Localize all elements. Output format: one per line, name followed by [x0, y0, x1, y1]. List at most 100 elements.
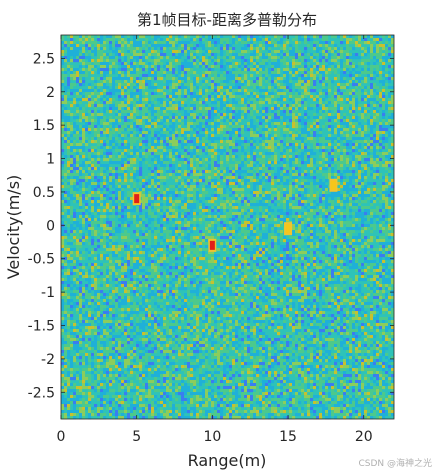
- heatmap-cell: [295, 77, 299, 81]
- heatmap-cell: [214, 62, 218, 66]
- heatmap-cell: [178, 170, 182, 174]
- heatmap-cell: [73, 215, 77, 219]
- heatmap-cell: [100, 182, 104, 186]
- heatmap-cell: [391, 149, 395, 153]
- heatmap-cell: [271, 176, 275, 180]
- heatmap-cell: [313, 83, 317, 87]
- heatmap-cell: [307, 146, 311, 150]
- heatmap-cell: [274, 68, 278, 72]
- heatmap-cell: [343, 137, 347, 141]
- heatmap-cell: [376, 86, 380, 90]
- heatmap-cell: [238, 113, 242, 117]
- heatmap-cell: [325, 146, 329, 150]
- heatmap-cell: [217, 77, 221, 81]
- heatmap-cell: [190, 158, 194, 162]
- heatmap-cell: [79, 71, 83, 75]
- heatmap-cell: [199, 101, 203, 105]
- heatmap-cell: [124, 59, 128, 63]
- heatmap-cell: [67, 92, 71, 96]
- heatmap-cell: [112, 140, 116, 144]
- heatmap-cell: [379, 200, 383, 204]
- heatmap-cell: [148, 62, 152, 66]
- heatmap-cell: [388, 125, 392, 129]
- heatmap-cell: [193, 122, 197, 126]
- heatmap-cell: [214, 167, 218, 171]
- heatmap-cell: [322, 149, 326, 153]
- heatmap-cell: [199, 113, 203, 117]
- heatmap-cell: [94, 209, 98, 213]
- heatmap-cell: [193, 83, 197, 87]
- heatmap-cell: [310, 215, 314, 219]
- heatmap-cell: [127, 134, 131, 138]
- heatmap-cell: [262, 197, 266, 201]
- heatmap-cell: [136, 95, 140, 99]
- heatmap-cell: [202, 53, 206, 57]
- heatmap-cell: [121, 104, 125, 108]
- heatmap-cell: [82, 113, 86, 117]
- heatmap-cell: [295, 206, 299, 210]
- heatmap-cell: [274, 44, 278, 48]
- heatmap-cell: [256, 101, 260, 105]
- heatmap-cell: [211, 149, 215, 153]
- heatmap-cell: [259, 134, 263, 138]
- heatmap-cell: [352, 83, 356, 87]
- heatmap-cell: [271, 170, 275, 174]
- heatmap-cell: [301, 194, 305, 198]
- heatmap-cell: [88, 218, 92, 222]
- heatmap-cell: [145, 140, 149, 144]
- heatmap-cell: [109, 98, 113, 102]
- heatmap-cell: [133, 158, 137, 162]
- heatmap-cell: [235, 167, 239, 171]
- heatmap-cell: [253, 188, 257, 192]
- heatmap-cell: [196, 182, 200, 186]
- heatmap-cell: [313, 74, 317, 78]
- heatmap-cell: [280, 155, 284, 159]
- heatmap-cell: [133, 83, 137, 87]
- heatmap-cell: [319, 56, 323, 60]
- heatmap-cell: [166, 38, 170, 42]
- heatmap-cell: [373, 47, 377, 51]
- heatmap-cell: [193, 80, 197, 84]
- heatmap-cell: [379, 50, 383, 54]
- heatmap-cell: [265, 194, 269, 198]
- heatmap-cell: [367, 146, 371, 150]
- heatmap-cell: [61, 92, 65, 96]
- heatmap-cell: [199, 167, 203, 171]
- heatmap-cell: [370, 194, 374, 198]
- heatmap-cell: [97, 191, 101, 195]
- heatmap-cell: [334, 173, 338, 177]
- heatmap-cell: [370, 56, 374, 60]
- heatmap-cell: [268, 164, 272, 168]
- heatmap-cell: [118, 116, 122, 120]
- heatmap-cell: [289, 95, 293, 99]
- heatmap-cell: [373, 122, 377, 126]
- heatmap-cell: [226, 149, 230, 153]
- heatmap-cell: [277, 74, 281, 78]
- heatmap-cell: [172, 218, 176, 222]
- heatmap-cell: [91, 113, 95, 117]
- heatmap-cell: [391, 155, 395, 159]
- heatmap-cell: [136, 104, 140, 108]
- heatmap-cell: [307, 122, 311, 126]
- heatmap-cell: [283, 206, 287, 210]
- heatmap-cell: [391, 191, 395, 195]
- heatmap-cell: [223, 86, 227, 90]
- heatmap-cell: [160, 146, 164, 150]
- heatmap-cell: [148, 116, 152, 120]
- heatmap-cell: [193, 170, 197, 174]
- heatmap-cell: [88, 122, 92, 126]
- heatmap-cell: [232, 71, 236, 75]
- heatmap-cell: [334, 47, 338, 51]
- heatmap-cell: [286, 209, 290, 213]
- heatmap-cell: [301, 38, 305, 42]
- heatmap-cell: [163, 86, 167, 90]
- heatmap-cell: [73, 89, 77, 93]
- heatmap-cell: [127, 185, 131, 189]
- heatmap-cell: [232, 143, 236, 147]
- heatmap-cell: [169, 104, 173, 108]
- heatmap-cell: [211, 38, 215, 42]
- heatmap-cell: [220, 89, 224, 93]
- heatmap-cell: [124, 89, 128, 93]
- heatmap-cell: [298, 80, 302, 84]
- heatmap-cell: [379, 53, 383, 57]
